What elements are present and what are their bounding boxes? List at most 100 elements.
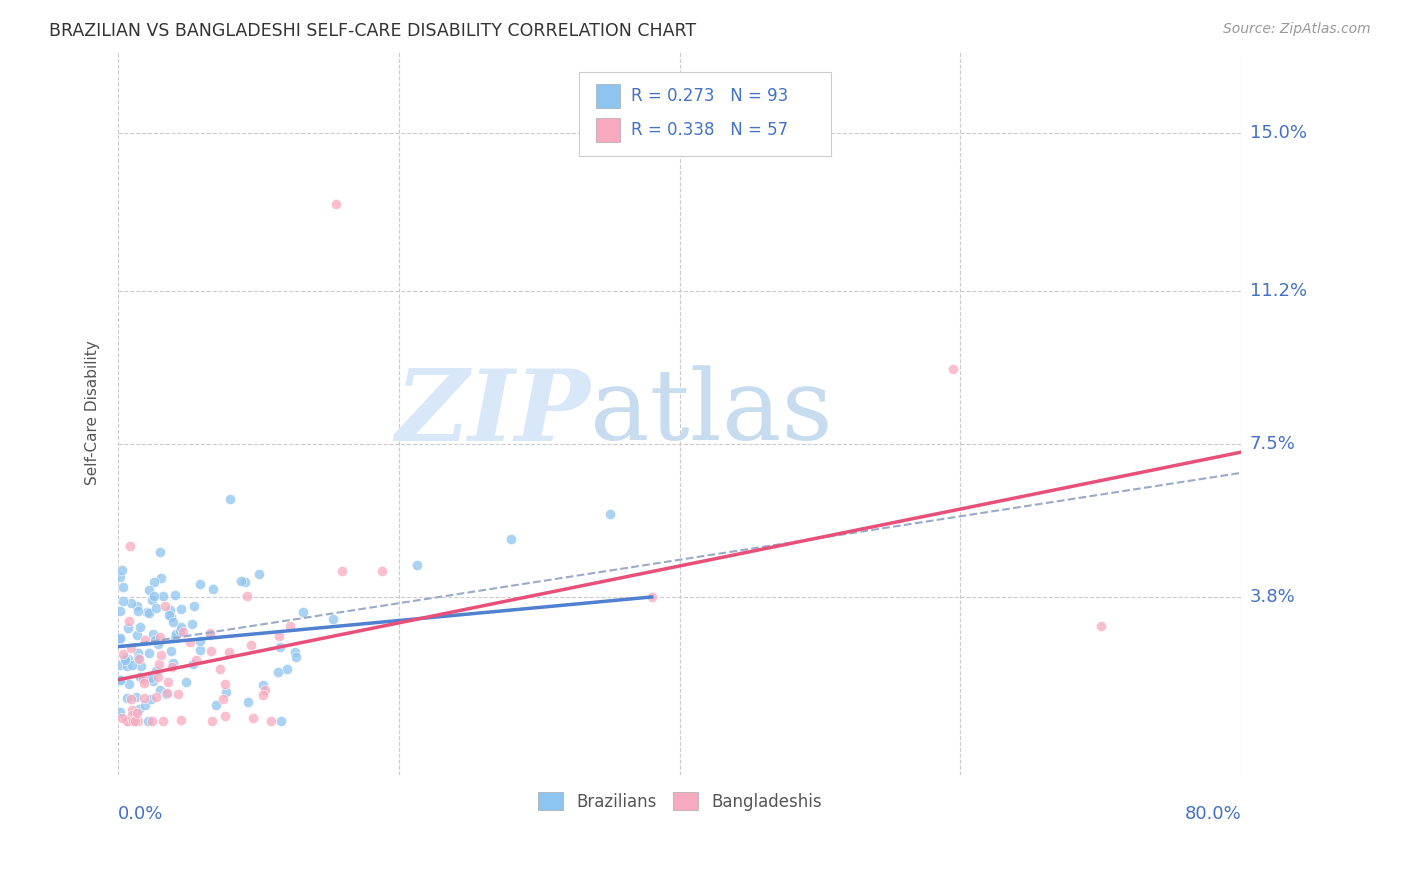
Point — [150, 571, 173, 585]
Point — [134, 698, 156, 712]
Point — [125, 628, 148, 642]
FancyBboxPatch shape — [596, 85, 620, 108]
Point — [115, 690, 138, 705]
Point — [162, 656, 184, 670]
Point — [136, 714, 159, 728]
Text: atlas: atlas — [591, 365, 832, 460]
Point — [142, 673, 165, 688]
Point — [121, 596, 143, 610]
Point — [127, 604, 149, 618]
Point — [108, 658, 131, 673]
Point — [156, 686, 179, 700]
Point — [202, 582, 225, 596]
Point — [110, 673, 132, 687]
Point — [118, 614, 141, 628]
Point — [115, 714, 138, 728]
Point — [181, 616, 204, 631]
Point — [1090, 619, 1112, 633]
Point — [162, 615, 184, 629]
Point — [599, 507, 621, 521]
Point — [124, 690, 146, 704]
Point — [114, 651, 136, 665]
Point — [186, 653, 208, 667]
Point — [214, 677, 236, 691]
Point — [114, 652, 136, 666]
Text: Source: ZipAtlas.com: Source: ZipAtlas.com — [1223, 22, 1371, 37]
Point — [120, 539, 142, 553]
Point — [267, 665, 290, 680]
Point — [159, 610, 181, 624]
Point — [141, 691, 163, 706]
Point — [129, 659, 152, 673]
Point — [205, 698, 228, 712]
Point — [155, 687, 177, 701]
Point — [148, 657, 170, 671]
Legend: Brazilians, Bangladeshis: Brazilians, Bangladeshis — [531, 786, 828, 817]
Point — [134, 676, 156, 690]
Point — [172, 625, 194, 640]
Point — [153, 599, 176, 614]
Point — [198, 625, 221, 640]
Point — [211, 692, 233, 706]
Text: 11.2%: 11.2% — [1250, 282, 1306, 300]
Point — [236, 590, 259, 604]
Point — [148, 670, 170, 684]
Point — [152, 714, 174, 728]
Point — [278, 619, 301, 633]
Point — [120, 692, 142, 706]
Point — [371, 564, 394, 578]
FancyBboxPatch shape — [579, 72, 831, 156]
Point — [121, 703, 143, 717]
Point — [170, 601, 193, 615]
Point — [170, 713, 193, 727]
Point — [252, 688, 274, 702]
Text: R = 0.273   N = 93: R = 0.273 N = 93 — [631, 87, 789, 105]
Text: 3.8%: 3.8% — [1250, 588, 1295, 606]
Point — [218, 645, 240, 659]
Point — [160, 660, 183, 674]
Point — [145, 664, 167, 678]
Point — [125, 706, 148, 720]
Point — [142, 627, 165, 641]
Point — [322, 612, 344, 626]
Point — [117, 621, 139, 635]
Point — [127, 646, 149, 660]
Point — [284, 645, 307, 659]
Text: 7.5%: 7.5% — [1250, 434, 1295, 453]
Point — [641, 590, 664, 604]
Point — [110, 603, 132, 617]
Point — [159, 644, 181, 658]
Point — [231, 574, 253, 589]
Point — [501, 532, 523, 546]
Point — [157, 608, 180, 623]
Point — [284, 650, 307, 665]
Point — [145, 601, 167, 615]
Point — [239, 638, 262, 652]
Point — [129, 670, 152, 684]
Point — [112, 580, 135, 594]
Point — [276, 662, 298, 676]
Point — [136, 605, 159, 619]
Point — [165, 588, 187, 602]
Point — [330, 564, 353, 578]
Point — [270, 714, 292, 728]
Point — [149, 545, 172, 559]
Text: 0.0%: 0.0% — [118, 805, 163, 823]
Point — [132, 672, 155, 686]
Point — [188, 576, 211, 591]
Text: ZIP: ZIP — [395, 365, 591, 461]
Point — [233, 575, 256, 590]
Point — [252, 678, 274, 692]
Point — [167, 687, 190, 701]
Point — [121, 658, 143, 673]
Point — [124, 714, 146, 728]
Point — [201, 714, 224, 728]
Point — [209, 662, 232, 676]
Point — [128, 702, 150, 716]
Point — [165, 631, 187, 645]
Point — [181, 657, 204, 671]
Point — [118, 677, 141, 691]
Point — [117, 714, 139, 728]
Point — [176, 675, 198, 690]
Y-axis label: Self-Care Disability: Self-Care Disability — [86, 341, 100, 485]
